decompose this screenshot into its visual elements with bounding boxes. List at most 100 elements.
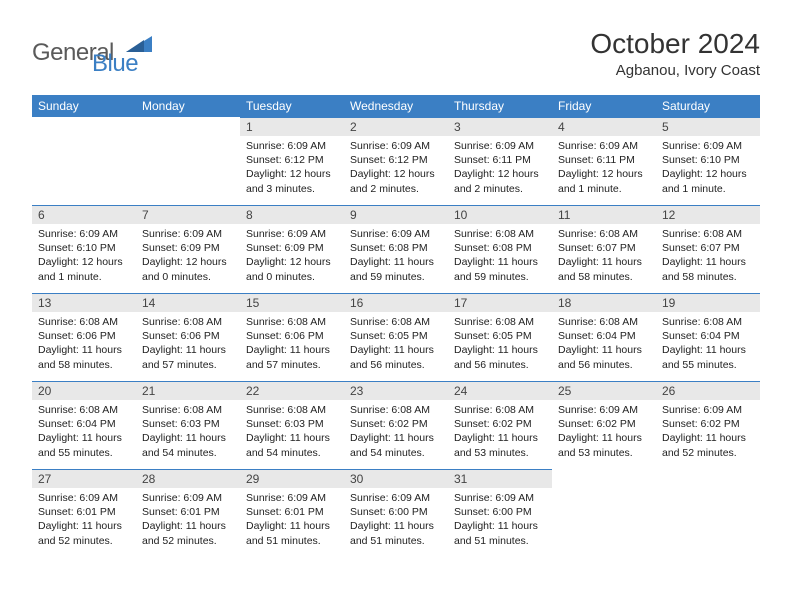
daylight-text: Daylight: 11 hours and 58 minutes. <box>38 343 130 371</box>
calendar-week-row: 6Sunrise: 6:09 AMSunset: 6:10 PMDaylight… <box>32 205 760 293</box>
sunrise-text: Sunrise: 6:08 AM <box>38 403 130 417</box>
sunrise-text: Sunrise: 6:08 AM <box>454 315 546 329</box>
calendar-cell: 12Sunrise: 6:08 AMSunset: 6:07 PMDayligh… <box>656 205 760 293</box>
daylight-text: Daylight: 11 hours and 56 minutes. <box>454 343 546 371</box>
calendar-week-row: 20Sunrise: 6:08 AMSunset: 6:04 PMDayligh… <box>32 381 760 469</box>
day-number: 30 <box>344 469 448 488</box>
sunset-text: Sunset: 6:11 PM <box>558 153 650 167</box>
sunset-text: Sunset: 6:10 PM <box>662 153 754 167</box>
day-number: 1 <box>240 117 344 136</box>
day-details: Sunrise: 6:08 AMSunset: 6:08 PMDaylight:… <box>448 224 552 288</box>
calendar-cell: 31Sunrise: 6:09 AMSunset: 6:00 PMDayligh… <box>448 469 552 557</box>
daylight-text: Daylight: 11 hours and 52 minutes. <box>142 519 234 547</box>
sunrise-text: Sunrise: 6:09 AM <box>558 139 650 153</box>
day-details: Sunrise: 6:09 AMSunset: 6:01 PMDaylight:… <box>136 488 240 552</box>
sunset-text: Sunset: 6:12 PM <box>350 153 442 167</box>
calendar-week-row: 1Sunrise: 6:09 AMSunset: 6:12 PMDaylight… <box>32 117 760 205</box>
weekday-friday: Friday <box>552 95 656 117</box>
sunset-text: Sunset: 6:06 PM <box>246 329 338 343</box>
daylight-text: Daylight: 12 hours and 2 minutes. <box>454 167 546 195</box>
calendar-cell: 26Sunrise: 6:09 AMSunset: 6:02 PMDayligh… <box>656 381 760 469</box>
sunset-text: Sunset: 6:00 PM <box>454 505 546 519</box>
sunrise-text: Sunrise: 6:09 AM <box>558 403 650 417</box>
day-details: Sunrise: 6:09 AMSunset: 6:09 PMDaylight:… <box>136 224 240 288</box>
day-details: Sunrise: 6:08 AMSunset: 6:04 PMDaylight:… <box>656 312 760 376</box>
day-details: Sunrise: 6:09 AMSunset: 6:01 PMDaylight:… <box>240 488 344 552</box>
sunset-text: Sunset: 6:10 PM <box>38 241 130 255</box>
sunrise-text: Sunrise: 6:09 AM <box>662 139 754 153</box>
day-number: 14 <box>136 293 240 312</box>
calendar-body: 1Sunrise: 6:09 AMSunset: 6:12 PMDaylight… <box>32 117 760 557</box>
calendar-cell: 30Sunrise: 6:09 AMSunset: 6:00 PMDayligh… <box>344 469 448 557</box>
calendar-cell <box>656 469 760 557</box>
calendar-cell: 14Sunrise: 6:08 AMSunset: 6:06 PMDayligh… <box>136 293 240 381</box>
sunrise-text: Sunrise: 6:08 AM <box>350 403 442 417</box>
daylight-text: Daylight: 11 hours and 57 minutes. <box>142 343 234 371</box>
sunset-text: Sunset: 6:06 PM <box>38 329 130 343</box>
calendar-cell: 20Sunrise: 6:08 AMSunset: 6:04 PMDayligh… <box>32 381 136 469</box>
day-details: Sunrise: 6:09 AMSunset: 6:02 PMDaylight:… <box>656 400 760 464</box>
daylight-text: Daylight: 12 hours and 0 minutes. <box>246 255 338 283</box>
calendar-cell: 5Sunrise: 6:09 AMSunset: 6:10 PMDaylight… <box>656 117 760 205</box>
daylight-text: Daylight: 12 hours and 3 minutes. <box>246 167 338 195</box>
logo-triangle-icon <box>126 32 152 52</box>
day-number: 8 <box>240 205 344 224</box>
daylight-text: Daylight: 11 hours and 54 minutes. <box>350 431 442 459</box>
sunrise-text: Sunrise: 6:09 AM <box>38 491 130 505</box>
location: Agbanou, Ivory Coast <box>590 62 760 79</box>
day-details: Sunrise: 6:08 AMSunset: 6:02 PMDaylight:… <box>448 400 552 464</box>
calendar-week-row: 13Sunrise: 6:08 AMSunset: 6:06 PMDayligh… <box>32 293 760 381</box>
calendar-cell: 23Sunrise: 6:08 AMSunset: 6:02 PMDayligh… <box>344 381 448 469</box>
daylight-text: Daylight: 11 hours and 56 minutes. <box>558 343 650 371</box>
day-details: Sunrise: 6:09 AMSunset: 6:09 PMDaylight:… <box>240 224 344 288</box>
weekday-tuesday: Tuesday <box>240 95 344 117</box>
day-number: 10 <box>448 205 552 224</box>
day-number: 20 <box>32 381 136 400</box>
day-details: Sunrise: 6:08 AMSunset: 6:05 PMDaylight:… <box>448 312 552 376</box>
day-number: 6 <box>32 205 136 224</box>
day-number: 7 <box>136 205 240 224</box>
daylight-text: Daylight: 11 hours and 51 minutes. <box>246 519 338 547</box>
sunrise-text: Sunrise: 6:09 AM <box>350 139 442 153</box>
sunset-text: Sunset: 6:08 PM <box>350 241 442 255</box>
day-details: Sunrise: 6:08 AMSunset: 6:06 PMDaylight:… <box>32 312 136 376</box>
sunset-text: Sunset: 6:08 PM <box>454 241 546 255</box>
daylight-text: Daylight: 11 hours and 51 minutes. <box>350 519 442 547</box>
header: General Blue October 2024 Agbanou, Ivory… <box>32 28 760 79</box>
day-details: Sunrise: 6:09 AMSunset: 6:02 PMDaylight:… <box>552 400 656 464</box>
sunrise-text: Sunrise: 6:08 AM <box>558 227 650 241</box>
day-details: Sunrise: 6:08 AMSunset: 6:05 PMDaylight:… <box>344 312 448 376</box>
sunset-text: Sunset: 6:05 PM <box>350 329 442 343</box>
sunset-text: Sunset: 6:04 PM <box>662 329 754 343</box>
sunrise-text: Sunrise: 6:09 AM <box>142 227 234 241</box>
calendar-cell: 19Sunrise: 6:08 AMSunset: 6:04 PMDayligh… <box>656 293 760 381</box>
day-details: Sunrise: 6:08 AMSunset: 6:06 PMDaylight:… <box>240 312 344 376</box>
sunrise-text: Sunrise: 6:08 AM <box>558 315 650 329</box>
sunset-text: Sunset: 6:00 PM <box>350 505 442 519</box>
day-number: 4 <box>552 117 656 136</box>
day-number: 24 <box>448 381 552 400</box>
calendar-cell: 1Sunrise: 6:09 AMSunset: 6:12 PMDaylight… <box>240 117 344 205</box>
daylight-text: Daylight: 11 hours and 59 minutes. <box>350 255 442 283</box>
daylight-text: Daylight: 11 hours and 54 minutes. <box>246 431 338 459</box>
calendar-cell: 25Sunrise: 6:09 AMSunset: 6:02 PMDayligh… <box>552 381 656 469</box>
daylight-text: Daylight: 11 hours and 52 minutes. <box>662 431 754 459</box>
daylight-text: Daylight: 11 hours and 59 minutes. <box>454 255 546 283</box>
calendar-cell: 8Sunrise: 6:09 AMSunset: 6:09 PMDaylight… <box>240 205 344 293</box>
sunset-text: Sunset: 6:02 PM <box>558 417 650 431</box>
calendar-cell <box>32 117 136 205</box>
day-number: 22 <box>240 381 344 400</box>
sunrise-text: Sunrise: 6:08 AM <box>454 403 546 417</box>
sunrise-text: Sunrise: 6:08 AM <box>350 315 442 329</box>
day-number: 31 <box>448 469 552 488</box>
day-details: Sunrise: 6:08 AMSunset: 6:07 PMDaylight:… <box>656 224 760 288</box>
sunset-text: Sunset: 6:02 PM <box>662 417 754 431</box>
calendar-cell: 24Sunrise: 6:08 AMSunset: 6:02 PMDayligh… <box>448 381 552 469</box>
calendar-cell: 29Sunrise: 6:09 AMSunset: 6:01 PMDayligh… <box>240 469 344 557</box>
sunrise-text: Sunrise: 6:09 AM <box>246 227 338 241</box>
daylight-text: Daylight: 12 hours and 1 minute. <box>38 255 130 283</box>
calendar-cell: 10Sunrise: 6:08 AMSunset: 6:08 PMDayligh… <box>448 205 552 293</box>
sunset-text: Sunset: 6:02 PM <box>350 417 442 431</box>
sunset-text: Sunset: 6:05 PM <box>454 329 546 343</box>
day-number: 28 <box>136 469 240 488</box>
